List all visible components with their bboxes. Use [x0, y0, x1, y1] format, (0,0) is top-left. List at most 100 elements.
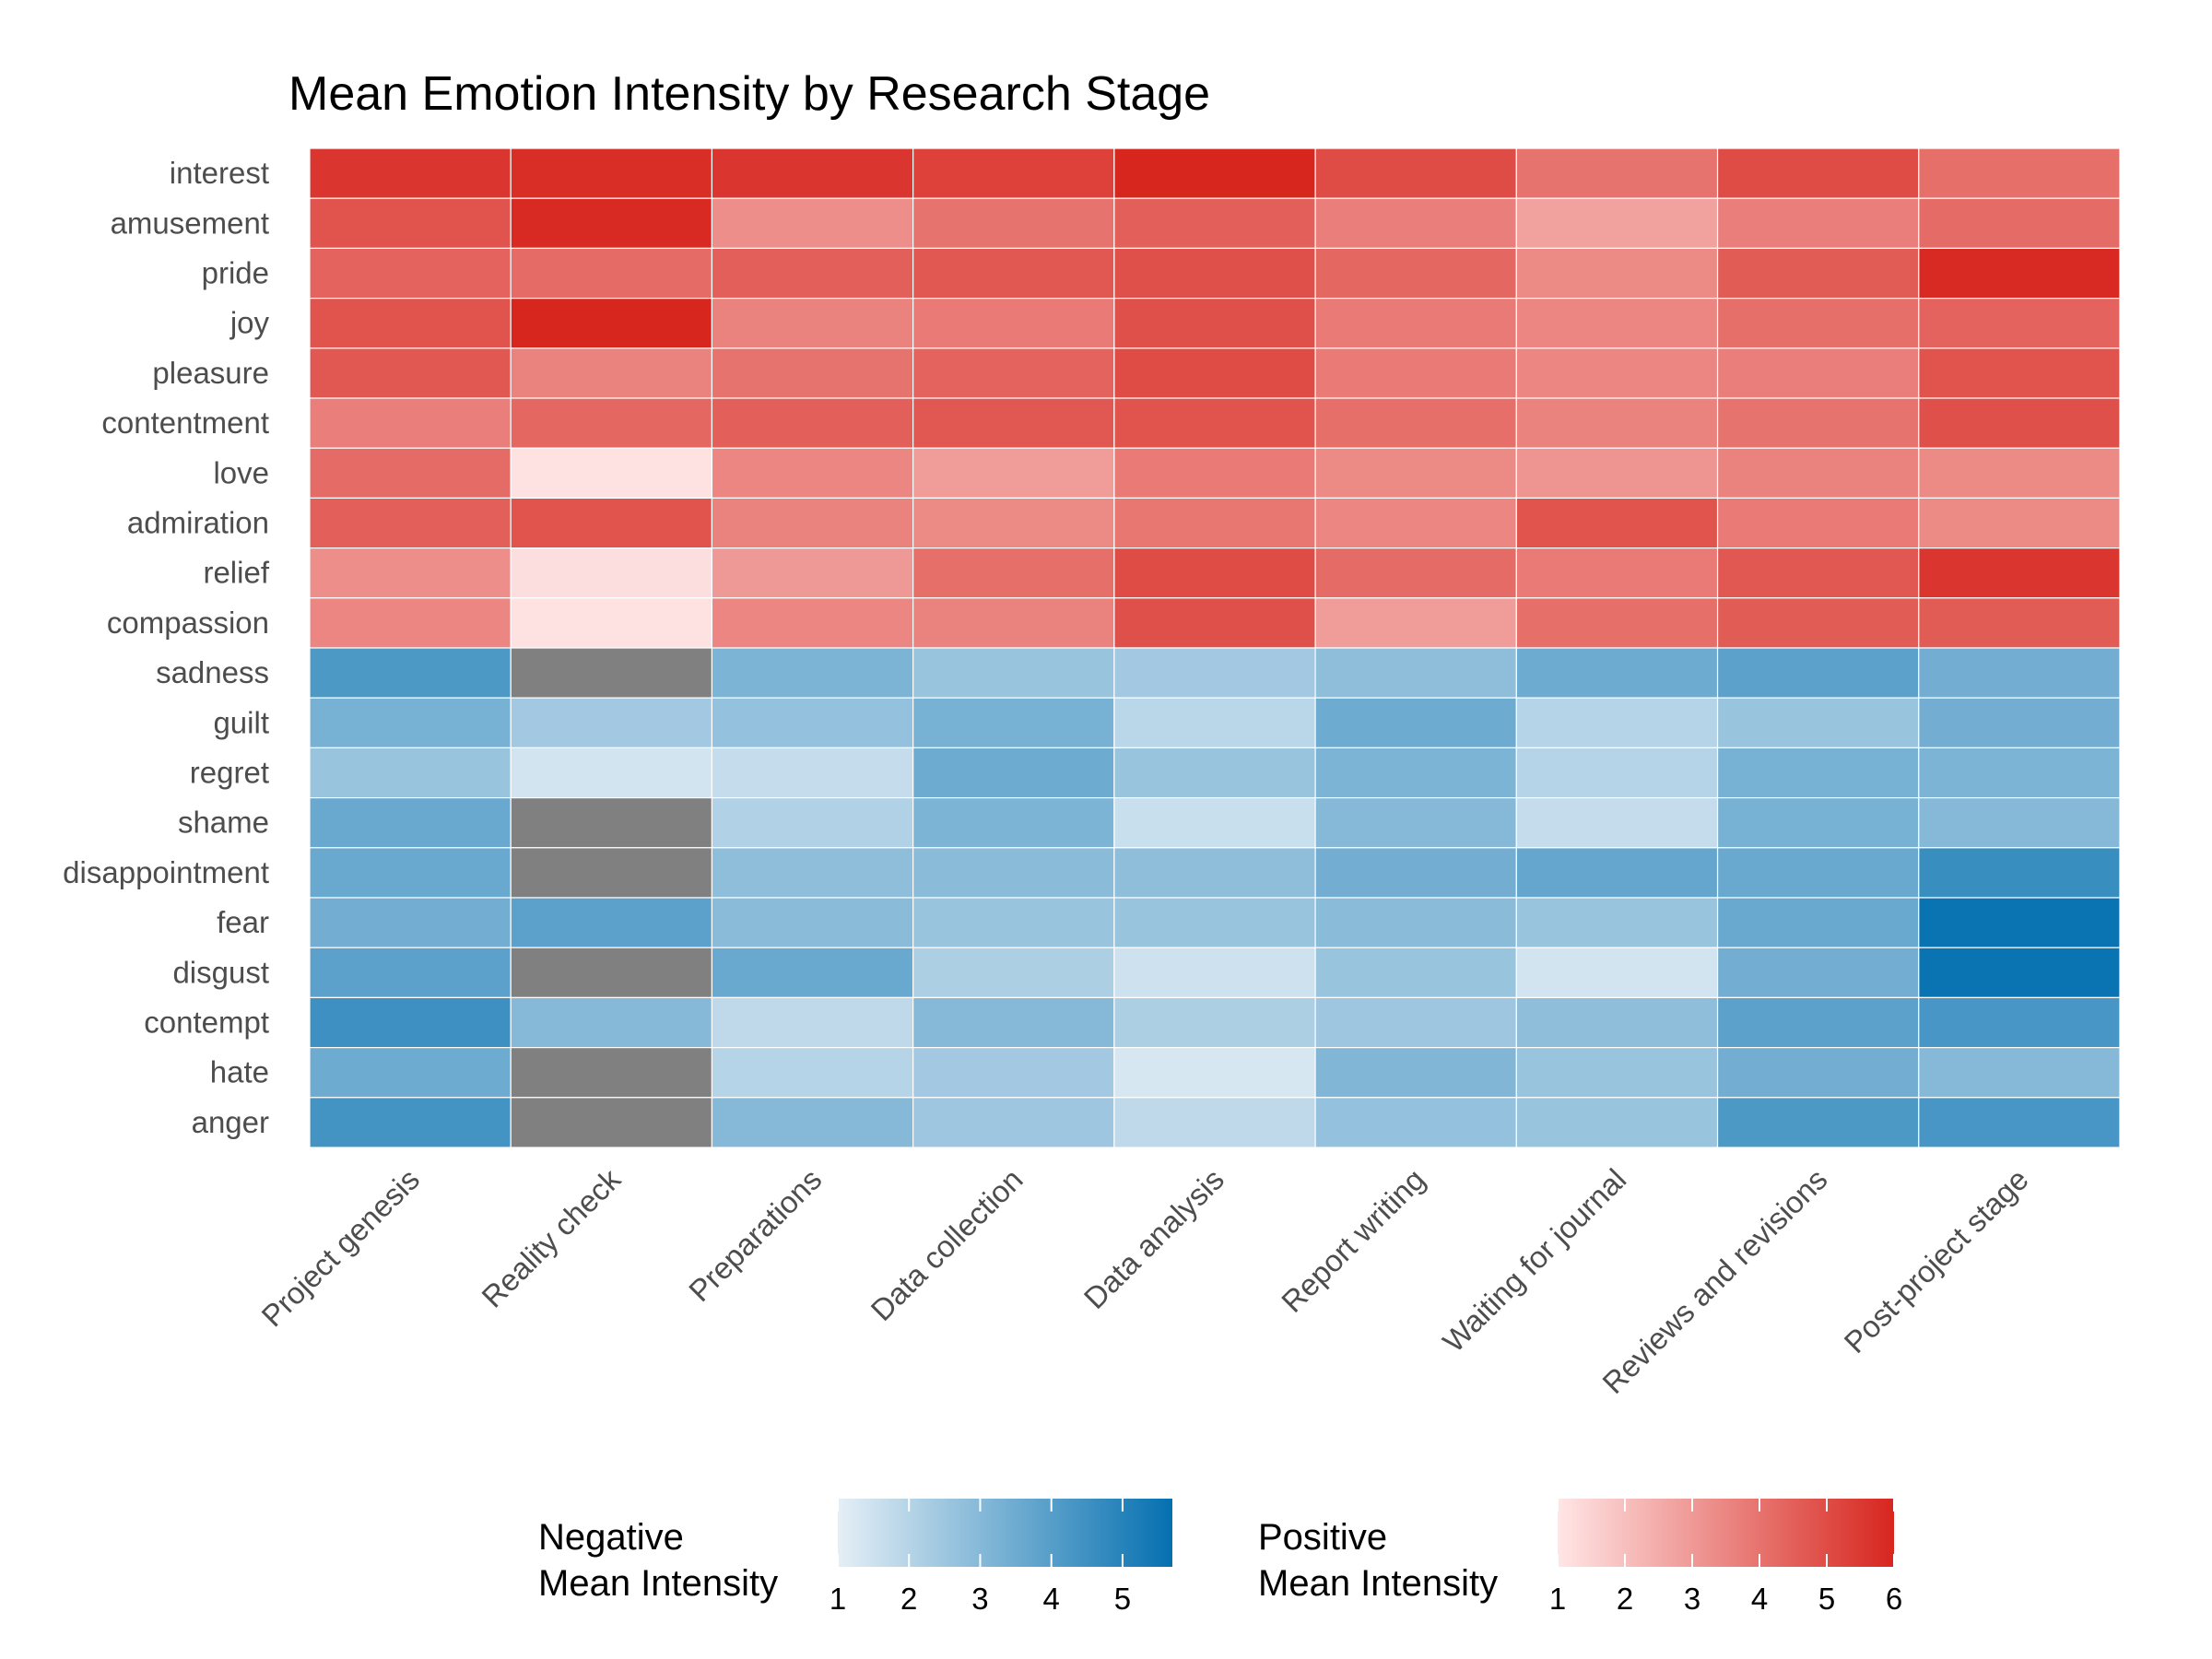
heatmap-cell — [1918, 447, 2121, 500]
heatmap-cell — [1515, 996, 1719, 1049]
heatmap-cell — [912, 996, 1115, 1049]
heatmap-cell — [510, 996, 713, 1049]
heatmap-cell — [510, 697, 713, 749]
heatmap-cell — [510, 497, 713, 549]
x-tick-label: Reviews and revisions — [1595, 1162, 1833, 1400]
heatmap-cell — [912, 747, 1115, 799]
heatmap-cell — [1918, 647, 2121, 699]
heatmap-cell — [510, 447, 713, 500]
heatmap-cell — [1716, 247, 1920, 300]
heatmap-cell — [1113, 597, 1316, 649]
heatmap-cell — [1314, 796, 1517, 849]
heatmap-cell — [309, 1046, 512, 1099]
y-tick-label: anger — [192, 1105, 269, 1139]
heatmap-cell — [1918, 497, 2121, 549]
heatmap-cell — [1515, 547, 1719, 599]
y-tick-label: contentment — [101, 406, 269, 440]
heatmap-cell — [510, 747, 713, 799]
heatmap-cell — [711, 147, 914, 199]
heatmap-cell — [510, 147, 713, 199]
heatmap-cell — [912, 147, 1115, 199]
heatmap-cell — [1716, 897, 1920, 948]
positive-legend-tick-label: 2 — [1617, 1582, 1633, 1616]
heatmap-cell — [1113, 647, 1316, 699]
heatmap-cell — [1314, 1046, 1517, 1099]
heatmap-cell — [1113, 347, 1316, 399]
heatmap-cell — [1314, 747, 1517, 799]
heatmap-cell — [309, 747, 512, 799]
heatmap-cell — [1314, 197, 1517, 249]
heatmap-cell — [1515, 1046, 1719, 1099]
legends: Negative Mean Intensity 1 2 3 4 5 Positive Mean … — [538, 1499, 1902, 1616]
heatmap-cell — [1314, 298, 1517, 349]
heatmap-cell — [510, 897, 713, 948]
heatmap-cell — [1515, 847, 1719, 899]
heatmap-cell — [1716, 847, 1920, 899]
heatmap-cell — [711, 847, 914, 899]
heatmap-cell — [1716, 298, 1920, 349]
heatmap-cell — [1314, 497, 1517, 549]
heatmap-cell — [1515, 497, 1719, 549]
x-tick-label: Report writing — [1275, 1162, 1431, 1319]
y-tick-label: regret — [190, 756, 269, 790]
heatmap-cell — [309, 197, 512, 249]
heatmap-cell — [1515, 347, 1719, 399]
heatmap-cell — [912, 897, 1115, 948]
heatmap-cell — [1918, 597, 2121, 649]
heatmap-cell — [309, 647, 512, 699]
heatmap-cell — [1113, 197, 1316, 249]
positive-legend-colorbar — [1558, 1499, 1894, 1567]
heatmap-cell — [1515, 1097, 1719, 1148]
heatmap-cell — [711, 796, 914, 849]
x-tick-label: Preparations — [682, 1162, 828, 1308]
heatmap-cell — [1113, 697, 1316, 749]
negative-legend-tick-label: 5 — [1114, 1582, 1131, 1616]
heatmap-cell — [1918, 847, 2121, 899]
heatmap-cell — [711, 597, 914, 649]
heatmap-cell — [309, 347, 512, 399]
heatmap-cell — [1918, 947, 2121, 998]
heatmap-cell — [711, 347, 914, 399]
positive-legend-tick-label: 3 — [1684, 1582, 1700, 1616]
heatmap-cell — [309, 547, 512, 599]
x-tick-label: Data collection — [865, 1162, 1030, 1327]
y-tick-label: guilt — [213, 705, 269, 739]
heatmap-cell — [1113, 298, 1316, 349]
heatmap-cell — [309, 298, 512, 349]
heatmap-cell — [1113, 447, 1316, 500]
heatmap-cell — [1716, 947, 1920, 998]
y-tick-label: shame — [178, 806, 269, 840]
heatmap-cell — [1918, 897, 2121, 948]
heatmap-cells — [309, 147, 2121, 1148]
heatmap-cell — [711, 447, 914, 500]
positive-legend-tick-label: 4 — [1751, 1582, 1768, 1616]
heatmap-cell — [912, 796, 1115, 849]
heatmap-cell — [1113, 1097, 1316, 1148]
heatmap-cell — [1515, 147, 1719, 199]
heatmap-cell — [912, 947, 1115, 998]
heatmap-cell — [510, 247, 713, 300]
heatmap-cell — [912, 298, 1115, 349]
heatmap-cell — [1314, 147, 1517, 199]
x-axis-labels: Project genesis Reality check Preparations… — [254, 1161, 2034, 1400]
y-tick-label: disappointment — [63, 855, 269, 889]
heatmap-cell — [1314, 447, 1517, 500]
y-tick-label: joy — [229, 306, 270, 340]
negative-legend-title: Negative — [538, 1517, 684, 1558]
heatmap-cell — [912, 697, 1115, 749]
y-tick-label: disgust — [172, 955, 269, 989]
heatmap-cell — [1113, 897, 1316, 948]
heatmap-cell — [711, 1097, 914, 1148]
y-tick-label: fear — [217, 905, 269, 939]
heatmap-cell — [1113, 996, 1316, 1049]
heatmap-cell — [309, 796, 512, 849]
heatmap-cell — [1515, 298, 1719, 349]
heatmap-cell — [1515, 247, 1719, 300]
heatmap-cell — [912, 247, 1115, 300]
y-tick-label: pleasure — [152, 356, 269, 390]
heatmap-cell — [309, 597, 512, 649]
heatmap-cell — [1716, 597, 1920, 649]
heatmap-cell — [1716, 497, 1920, 549]
x-tick-label: Project genesis — [254, 1162, 426, 1334]
